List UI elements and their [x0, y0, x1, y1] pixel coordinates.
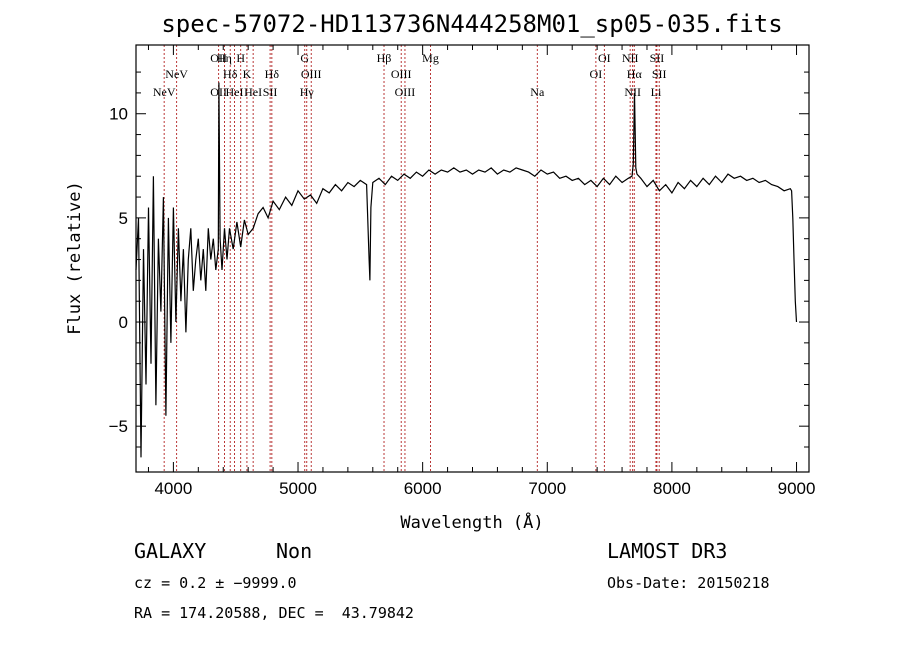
line-label: G — [300, 51, 309, 65]
line-label: SII — [652, 67, 667, 81]
line-label: OIII — [391, 67, 412, 81]
x-tick-label: 6000 — [404, 479, 442, 498]
y-tick-label: 10 — [109, 105, 128, 124]
y-tick-label: −5 — [109, 417, 128, 436]
line-label: HeI — [244, 85, 262, 99]
survey-name: LAMOST DR3 — [607, 539, 728, 563]
y-axis-label: Flux (relative) — [65, 181, 85, 335]
line-label: Li — [651, 85, 662, 99]
line-label: H — [236, 51, 245, 65]
line-label: Hη — [217, 51, 232, 65]
y-tick-label: 5 — [119, 209, 128, 228]
plot-frame — [135, 44, 810, 473]
object-class: GALAXY — [134, 539, 207, 563]
line-label: SII — [263, 85, 278, 99]
x-tick-label: 8000 — [653, 479, 691, 498]
line-markers — [163, 45, 660, 472]
line-label: NII — [624, 85, 641, 99]
line-label: OI — [590, 67, 603, 81]
spectrum-line — [135, 82, 798, 458]
y-axis-ticks: −5 0 5 10 — [109, 71, 809, 448]
line-label: NeV — [165, 67, 188, 81]
line-label: OII — [210, 51, 227, 65]
chart-title: spec-57072-HD113736N444258M01_sp05-035.f… — [161, 10, 782, 38]
line-label: Na — [530, 85, 545, 99]
x-tick-label: 7000 — [528, 479, 566, 498]
line-label: HeI — [225, 85, 243, 99]
x-tick-label: 4000 — [154, 479, 192, 498]
line-label: OIII — [395, 85, 416, 99]
line-marker-labels: NeVNeVOIIOIIHηHδHeIHKHeIHδSIIGOIIIHγHβOI… — [153, 51, 667, 99]
ra-dec: RA = 174.20588, DEC = 43.79842 — [134, 604, 414, 622]
line-label: Mg — [422, 51, 439, 65]
object-subclass: Non — [276, 539, 313, 563]
line-label: Hβ — [377, 51, 392, 65]
line-label: OIII — [301, 67, 322, 81]
y-tick-label: 0 — [119, 313, 128, 332]
line-label: Hγ — [300, 85, 315, 99]
line-label: Hδ — [265, 67, 280, 81]
x-tick-label: 5000 — [279, 479, 317, 498]
redshift-cz: cz = 0.2 ± −9999.0 — [134, 574, 297, 592]
line-label: Hα — [627, 67, 643, 81]
x-tick-label: 9000 — [778, 479, 816, 498]
line-label: NII — [622, 51, 639, 65]
line-label: OI — [598, 51, 611, 65]
x-axis-ticks: 4000 5000 6000 7000 8000 9000 — [147, 45, 816, 498]
line-label: K — [243, 67, 252, 81]
line-label: NeV — [153, 85, 176, 99]
observation-date: Obs-Date: 20150218 — [607, 574, 770, 592]
line-label: Hδ — [223, 67, 238, 81]
line-label: SII — [650, 51, 665, 65]
x-axis-label: Wavelength (Å) — [400, 511, 543, 533]
